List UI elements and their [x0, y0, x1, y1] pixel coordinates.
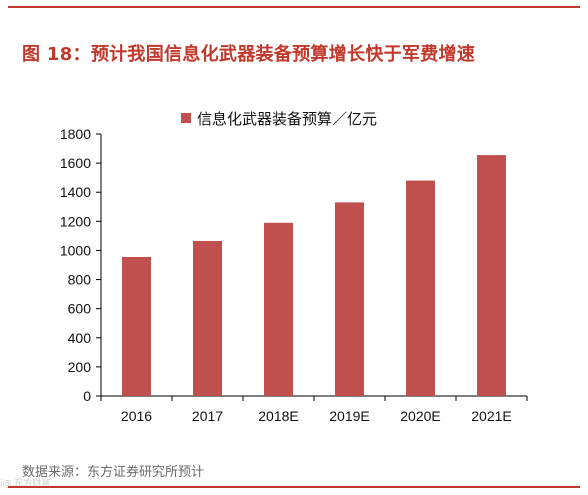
y-tick-label: 1000 [60, 242, 91, 258]
x-tick-label: 2021E [471, 408, 511, 424]
y-tick-label: 0 [83, 388, 91, 404]
bar-2021E [477, 155, 506, 396]
x-tick-label: 2017 [192, 408, 223, 424]
source-note: 数据来源：东方证券研究所预计 [22, 465, 205, 480]
y-tick-label: 600 [68, 301, 92, 317]
x-tick-label: 2020E [400, 408, 440, 424]
bar-2019E [335, 202, 364, 396]
legend-label: 信息化武器装备预算／亿元 [197, 110, 377, 128]
x-axis: 2016 2017 2018E 2019E 2020E 2021E [100, 395, 528, 424]
bar-2017 [193, 240, 222, 396]
y-axis: 0 200 400 600 800 1000 1200 1400 1600 1800 [60, 126, 102, 404]
bar-2018E [264, 222, 293, 396]
y-tick-label: 1400 [60, 184, 91, 200]
legend: 信息化武器装备预算／亿元 [181, 110, 377, 128]
bar-2016 [122, 256, 151, 396]
y-tick-label: 1600 [60, 155, 91, 171]
x-tick-label: 2016 [121, 408, 152, 424]
y-tick-label: 800 [68, 272, 92, 288]
y-tick-label: 1800 [60, 126, 91, 142]
figure-title: 图 18：预计我国信息化武器装备预算增长快于军费增速 [22, 44, 476, 65]
bar-2020E [406, 180, 435, 396]
x-tick-label: 2018E [258, 408, 298, 424]
x-tick-label: 2019E [329, 408, 369, 424]
y-tick-label: 400 [68, 330, 92, 346]
y-tick-label: 1200 [60, 213, 91, 229]
watermark: i@ 东方财富 [0, 479, 51, 489]
bottom-rule [8, 486, 580, 488]
bars [122, 155, 506, 396]
top-rule [8, 6, 580, 8]
y-tick-label: 200 [68, 359, 92, 375]
legend-swatch [181, 113, 191, 123]
